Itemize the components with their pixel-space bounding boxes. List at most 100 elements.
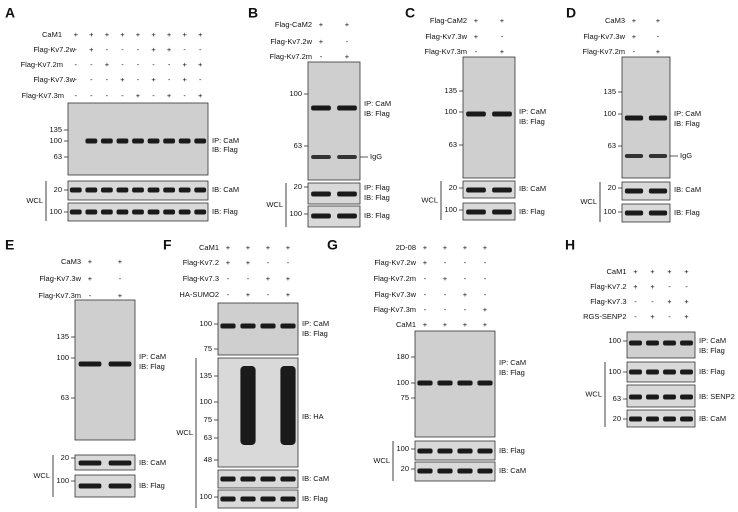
condition-sign: + (167, 30, 172, 39)
condition-sign: - (121, 45, 124, 54)
condition-sign: + (136, 91, 141, 100)
band (280, 366, 296, 445)
condition-sign: - (75, 91, 78, 100)
band (78, 460, 102, 466)
band (78, 483, 102, 489)
condition-label: CaM1 (42, 30, 62, 39)
marker-label: 135 (49, 125, 62, 134)
condition-sign: + (345, 20, 350, 29)
panel-letter: C (405, 5, 415, 21)
blot-label: IB: Flag (364, 211, 390, 220)
band (337, 155, 357, 159)
marker-label: 63 (608, 141, 616, 150)
marker-label: 20 (294, 182, 302, 191)
band (78, 361, 102, 367)
condition-sign: + (167, 45, 172, 54)
marker-label: 100 (56, 353, 69, 362)
blot-label: IP: CaM (699, 336, 726, 345)
condition-sign: + (266, 274, 271, 283)
marker-label: 75 (401, 393, 409, 402)
condition-sign: - (501, 32, 504, 41)
condition-sign: + (650, 312, 655, 321)
blot-label: IP: CaM (499, 358, 526, 367)
condition-label: CaM1 (199, 243, 219, 252)
condition-sign: - (137, 75, 140, 84)
blot-label: IB: CaM (212, 185, 239, 194)
band (132, 187, 144, 193)
marker-label: 135 (199, 371, 212, 380)
condition-sign: - (634, 297, 637, 306)
condition-label: Flag-Kv7.2w (374, 258, 416, 267)
marker-label: 48 (204, 455, 212, 464)
wcl-label: WCL (373, 456, 390, 465)
condition-label: 2D-08 (396, 243, 416, 252)
blot (414, 461, 496, 482)
band (116, 138, 129, 144)
band (624, 115, 644, 121)
condition-sign: + (667, 297, 672, 306)
marker-label: 100 (608, 367, 621, 376)
wcl-label: WCL (580, 197, 597, 206)
marker-label: 100 (608, 336, 621, 345)
band (457, 468, 473, 474)
marker-label: 100 (199, 492, 212, 501)
condition-sign: - (267, 290, 270, 299)
band (178, 209, 191, 215)
blot-label: IB: Flag (519, 117, 545, 126)
condition-sign: + (266, 243, 271, 252)
marker-label: 100 (49, 207, 62, 216)
condition-sign: + (667, 267, 672, 276)
blot (74, 454, 136, 471)
band (492, 111, 512, 117)
condition-sign: + (182, 60, 187, 69)
band (457, 380, 473, 386)
band (178, 138, 191, 144)
band (132, 209, 144, 215)
marker-label: 63 (204, 433, 212, 442)
band (629, 394, 642, 400)
blot-label: IB: Flag (212, 207, 238, 216)
band (646, 340, 659, 346)
band (280, 323, 296, 329)
band (240, 366, 256, 445)
condition-label: Flag-Kv7.3w (583, 32, 625, 41)
band (646, 416, 659, 422)
band (311, 105, 331, 111)
blot-label: IB: Flag (699, 367, 725, 376)
condition-sign: + (88, 274, 93, 283)
condition-sign: + (74, 30, 79, 39)
condition-sign: + (226, 243, 231, 252)
marker-label: 180 (396, 352, 409, 361)
condition-sign: - (346, 37, 349, 46)
band (260, 496, 276, 502)
band (629, 340, 642, 346)
condition-sign: - (137, 45, 140, 54)
blot-label: IB: Flag (519, 207, 545, 216)
condition-label: Flag-Kv7.3m (424, 47, 467, 56)
band (417, 448, 433, 454)
condition-sign: + (151, 75, 156, 84)
panel-letter: F (163, 237, 172, 253)
condition-sign: - (119, 274, 122, 283)
condition-sign: + (319, 20, 324, 29)
condition-sign: + (345, 52, 350, 61)
condition-sign: + (632, 32, 637, 41)
wcl-label: WCL (26, 196, 43, 205)
condition-sign: + (443, 243, 448, 252)
condition-sign: + (463, 320, 468, 329)
marker-label: 20 (608, 183, 616, 192)
band (492, 187, 512, 193)
band (477, 448, 493, 454)
condition-sign: + (656, 47, 661, 56)
band (85, 138, 98, 144)
condition-sign: - (633, 47, 636, 56)
condition-sign: - (424, 305, 427, 314)
condition-sign: + (656, 16, 661, 25)
marker-label: 100 (289, 209, 302, 218)
condition-sign: - (484, 258, 487, 267)
blot (307, 205, 361, 228)
condition-sign: + (120, 75, 125, 84)
band (624, 188, 644, 194)
condition-sign: + (684, 267, 689, 276)
condition-sign: + (88, 257, 93, 266)
